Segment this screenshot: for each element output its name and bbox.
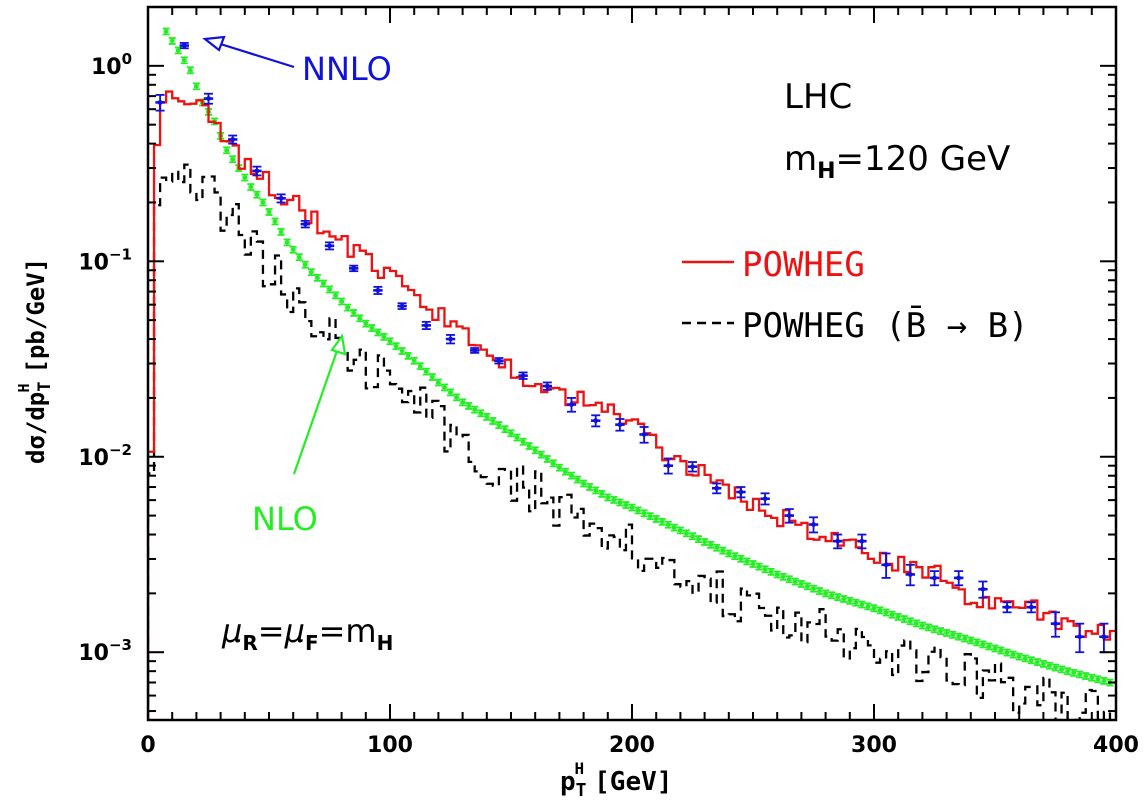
nnlo-point xyxy=(956,575,962,581)
collider-label: LHC xyxy=(784,77,852,117)
scale-eq2: =m xyxy=(319,612,377,650)
nnlo-point xyxy=(1028,604,1034,610)
nnlo-point xyxy=(811,522,816,527)
legend-label-powheg-bbar: POWHEG (B̄ → B) xyxy=(742,305,1029,346)
nnlo-arrow-shaft xyxy=(213,40,295,69)
x-axis-label-sup: H xyxy=(575,759,585,778)
nnlo-point xyxy=(932,575,937,581)
nnlo-point xyxy=(1004,604,1010,610)
nnlo-point xyxy=(569,402,574,407)
scale-label: μR=μF=mH xyxy=(221,612,393,655)
nnlo-point xyxy=(665,463,671,469)
y-tick-label: 100 xyxy=(91,50,132,80)
nlo-callout: NLO xyxy=(252,333,347,538)
nnlo-point xyxy=(835,538,841,544)
series-layer xyxy=(148,27,1116,720)
nnlo-point xyxy=(472,348,478,353)
nnlo-point xyxy=(351,265,357,271)
nnlo-point xyxy=(883,562,889,568)
scale-eq: = xyxy=(258,612,285,650)
nnlo-point xyxy=(302,221,308,227)
nnlo-point xyxy=(1077,634,1083,640)
x-tick-label: 0 xyxy=(140,733,155,758)
nnlo-point xyxy=(278,195,284,201)
nnlo-callout: NNLO xyxy=(202,35,392,88)
legend-label-powheg: POWHEG xyxy=(742,245,865,285)
x-axis-label-unit: [GeV] xyxy=(594,767,672,797)
nnlo-point xyxy=(786,513,792,518)
nnlo-point xyxy=(980,586,986,592)
y-tick-label: 10−2 xyxy=(78,441,132,471)
scale-sub-r: R xyxy=(242,631,257,655)
nlo-arrow-shaft xyxy=(292,347,340,475)
y-tick-label: 10−3 xyxy=(78,636,132,666)
nlo-series xyxy=(162,27,1114,687)
nnlo-arrow-head xyxy=(202,35,226,52)
plot-background xyxy=(148,7,1116,720)
nnlo-point xyxy=(157,100,163,105)
nnlo-point xyxy=(738,489,744,495)
nnlo-point xyxy=(544,383,550,389)
higgs-mass-m: m xyxy=(784,139,817,179)
nnlo-point xyxy=(181,43,187,48)
nnlo-point xyxy=(375,287,381,293)
nnlo-point xyxy=(520,373,526,379)
nlo-label: NLO xyxy=(252,500,318,538)
nnlo-point xyxy=(714,485,720,491)
nlo-arrow-head xyxy=(330,333,347,356)
scale-mu-r: μ xyxy=(221,612,242,650)
y-axis-label: dσ/dpTH [pb/GeV] xyxy=(15,258,55,464)
nnlo-point xyxy=(399,303,405,309)
y-tick-label: 10−1 xyxy=(78,245,132,275)
nnlo-point xyxy=(641,432,647,437)
nnlo-point xyxy=(617,422,623,428)
nnlo-point xyxy=(1053,621,1058,627)
nnlo-label: NNLO xyxy=(302,50,392,88)
nnlo-point xyxy=(206,96,211,101)
nnlo-point xyxy=(423,322,429,328)
nnlo-point xyxy=(230,137,236,142)
x-axis-label-sub: T xyxy=(576,780,587,801)
x-tick-label: 300 xyxy=(851,733,897,758)
scale-sub-h: H xyxy=(377,631,394,655)
y-axis-label-sup: H xyxy=(15,383,33,392)
higgs-mass-sub: H xyxy=(817,159,835,184)
nnlo-series xyxy=(155,42,1109,654)
x-axis-label: pTH [GeV] xyxy=(560,759,672,801)
x-axis-label-main: p xyxy=(560,767,576,797)
nnlo-point xyxy=(907,572,913,577)
scale-mu-f: μ xyxy=(284,612,305,650)
x-tick-label: 100 xyxy=(367,733,413,758)
powheg-bbar-to-b-line xyxy=(148,163,1116,720)
legend: POWHEG POWHEG (B̄ → B) xyxy=(682,245,1029,346)
nnlo-point xyxy=(690,464,695,470)
nnlo-point xyxy=(593,418,599,424)
scale-sub-f: F xyxy=(305,631,319,655)
nnlo-point xyxy=(448,336,453,342)
nnlo-point xyxy=(496,358,502,364)
ticks-layer: 0 100 200 300 400 100 10−1 10−2 10−3 xyxy=(78,6,1139,758)
nnlo-point xyxy=(1101,634,1107,640)
higgs-mass-label: mH=120 GeV xyxy=(784,139,1010,184)
nnlo-point xyxy=(859,538,865,544)
x-tick-label: 200 xyxy=(609,733,655,758)
y-axis-label-main: dσ/dp xyxy=(22,392,50,464)
y-axis-label-sub: T xyxy=(35,382,55,392)
higgs-mass-value: =120 GeV xyxy=(836,139,1011,179)
nnlo-point xyxy=(327,243,332,249)
y-axis-label-unit: [pb/GeV] xyxy=(22,258,50,374)
nnlo-point xyxy=(254,168,260,174)
nnlo-point xyxy=(762,496,768,502)
x-tick-label: 400 xyxy=(1093,733,1139,758)
